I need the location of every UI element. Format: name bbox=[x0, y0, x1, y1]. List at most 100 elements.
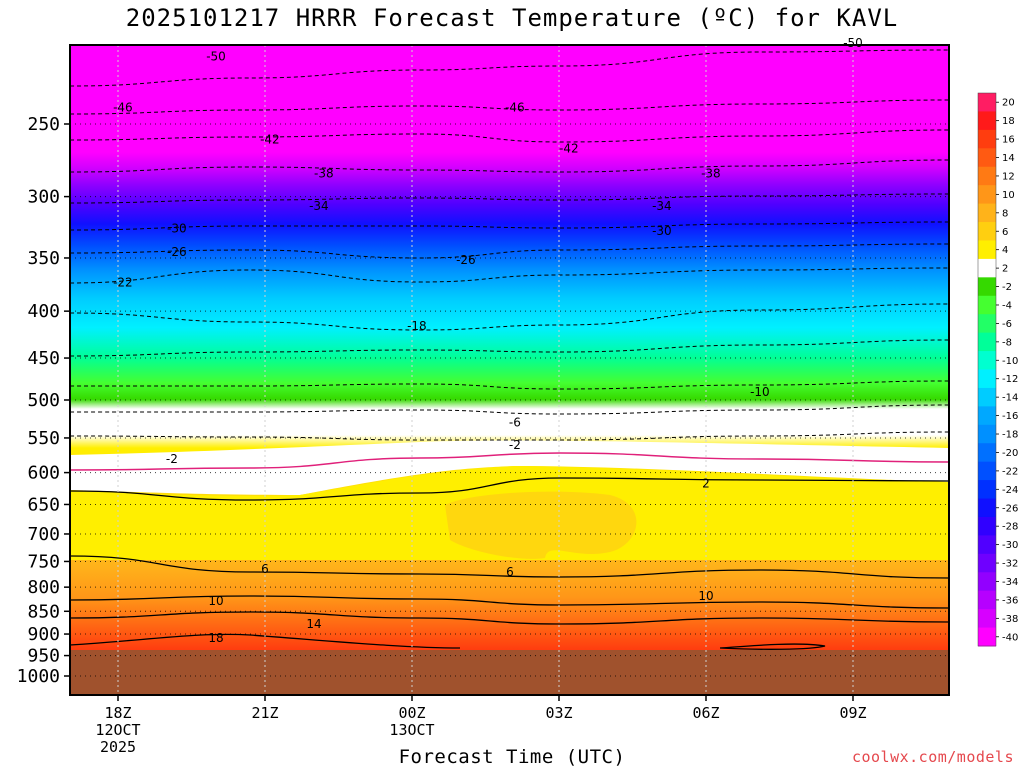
contour-label: -30 bbox=[652, 224, 672, 238]
svg-text:10: 10 bbox=[208, 594, 223, 608]
contour-label: -18 bbox=[407, 319, 427, 333]
svg-text:-2: -2 bbox=[166, 452, 178, 466]
contour-label: 6 bbox=[261, 562, 269, 576]
x-tick-label: 12OCT bbox=[95, 721, 140, 739]
svg-text:-50: -50 bbox=[206, 49, 226, 63]
colorbar-label: 20 bbox=[1002, 98, 1015, 109]
y-tick-label: 600 bbox=[27, 463, 60, 484]
svg-text:-2: -2 bbox=[509, 438, 521, 452]
y-tick-label: 400 bbox=[27, 301, 60, 322]
y-tick-label: 500 bbox=[27, 390, 60, 411]
colorbar-swatch bbox=[978, 461, 996, 481]
y-tick-label: 650 bbox=[27, 494, 60, 515]
colorbar-label: -10 bbox=[1002, 356, 1018, 367]
colorbar-swatch bbox=[978, 129, 996, 149]
y-tick-label: 450 bbox=[27, 348, 60, 369]
contour-label: -38 bbox=[701, 166, 721, 180]
dry-slot-region bbox=[445, 491, 637, 559]
svg-text:-38: -38 bbox=[701, 166, 721, 180]
contour-label: 6 bbox=[506, 565, 514, 579]
colorbar-label: -20 bbox=[1002, 448, 1018, 459]
colorbar-swatch bbox=[978, 258, 996, 278]
colorbar-label: -8 bbox=[1002, 337, 1012, 348]
isotherm-solid bbox=[69, 611, 950, 625]
svg-text:-10: -10 bbox=[750, 385, 770, 399]
svg-text:-46: -46 bbox=[505, 101, 525, 115]
colorbar-label: 18 bbox=[1002, 116, 1015, 127]
colorbar-swatch bbox=[978, 443, 996, 463]
svg-text:-34: -34 bbox=[652, 199, 672, 213]
svg-text:-26: -26 bbox=[456, 253, 476, 267]
colorbar-swatch bbox=[978, 240, 996, 260]
isotherm-solid bbox=[69, 555, 950, 579]
colorbar-swatch bbox=[978, 203, 996, 223]
contour-label: 2 bbox=[702, 477, 710, 491]
colorbar-swatch bbox=[978, 590, 996, 610]
colorbar-swatch bbox=[978, 277, 996, 297]
contour-label: -22 bbox=[113, 275, 133, 289]
svg-text:10: 10 bbox=[698, 589, 713, 603]
svg-text:-38: -38 bbox=[314, 166, 334, 180]
x-tick-label: 18Z bbox=[104, 704, 131, 722]
isotherm-dashed bbox=[69, 99, 950, 115]
contour-label: -26 bbox=[456, 253, 476, 267]
colorbar-label: -26 bbox=[1002, 503, 1018, 514]
colorbar-label: 16 bbox=[1002, 135, 1015, 146]
svg-text:-26: -26 bbox=[167, 245, 187, 259]
colorbar-label: -32 bbox=[1002, 559, 1018, 570]
contour-label: -10 bbox=[750, 385, 770, 399]
y-tick-label: 700 bbox=[27, 524, 60, 545]
colorbar-swatch bbox=[978, 351, 996, 370]
colorbar-label: 14 bbox=[1002, 153, 1015, 164]
colorbar-label: -40 bbox=[1002, 632, 1018, 643]
colorbar-label: -18 bbox=[1002, 430, 1018, 441]
colorbar-swatch bbox=[978, 627, 996, 647]
colorbar-swatch bbox=[978, 111, 996, 131]
y-tick-label: 750 bbox=[27, 551, 60, 572]
colorbar-swatch bbox=[978, 424, 996, 444]
colorbar-swatch bbox=[978, 369, 996, 389]
isotherm-solid bbox=[69, 633, 461, 649]
isotherm-dashed bbox=[69, 431, 950, 441]
isotherm-dashed bbox=[69, 303, 950, 331]
contour-label: 10 bbox=[208, 594, 223, 608]
colorbar-label: -36 bbox=[1002, 595, 1018, 606]
y-tick-label: 1000 bbox=[17, 666, 60, 687]
svg-text:-30: -30 bbox=[167, 221, 187, 235]
colorbar-swatch bbox=[978, 185, 996, 205]
isotherm-zero bbox=[69, 452, 950, 471]
colorbar-swatch bbox=[978, 148, 996, 168]
credit-link[interactable]: coolwx.com/models bbox=[851, 748, 1014, 766]
svg-text:-46: -46 bbox=[113, 101, 133, 115]
colorbar-label: -22 bbox=[1002, 466, 1018, 477]
contour-label: -6 bbox=[509, 415, 521, 429]
contour-label: -26 bbox=[167, 245, 187, 259]
contour-label: 10 bbox=[698, 589, 713, 603]
x-tick-label: 03Z bbox=[545, 704, 572, 722]
x-tick-label: 06Z bbox=[692, 704, 719, 722]
y-tick-label: 550 bbox=[27, 428, 60, 449]
contour-label: -2 bbox=[166, 452, 178, 466]
colorbar-swatch bbox=[978, 93, 996, 112]
y-tick-label: 950 bbox=[27, 646, 60, 667]
y-tick-label: 250 bbox=[27, 114, 60, 135]
isotherm-dashed bbox=[69, 221, 950, 231]
colorbar-label: -6 bbox=[1002, 319, 1012, 330]
freezing-layer bbox=[70, 440, 949, 495]
colorbar-label: -34 bbox=[1002, 577, 1018, 588]
y-tick-label: 900 bbox=[27, 624, 60, 645]
colorbar-swatch bbox=[978, 535, 996, 555]
contour-label: 14 bbox=[306, 617, 321, 631]
y-tick-label: 850 bbox=[27, 601, 60, 622]
svg-text:-22: -22 bbox=[113, 275, 133, 289]
x-tick-label: 21Z bbox=[251, 704, 278, 722]
svg-text:-42: -42 bbox=[260, 133, 280, 147]
colorbar-label: -14 bbox=[1002, 393, 1018, 404]
contour-label: -46 bbox=[113, 101, 133, 115]
isotherm-solid bbox=[719, 643, 826, 650]
x-axis-title: Forecast Time (UTC) bbox=[398, 746, 626, 768]
colorbar: 20 18 16 14 12 10 8 6 4 2 -2 -4 -6 -8 -10 -12 -14 -16 -18 -… bbox=[977, 92, 1018, 647]
svg-text:-30: -30 bbox=[652, 224, 672, 238]
